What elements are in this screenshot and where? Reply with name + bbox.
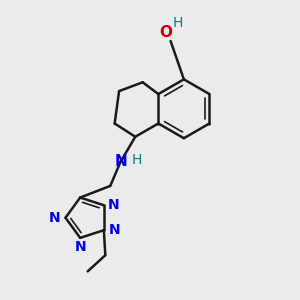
Text: N: N bbox=[74, 240, 86, 254]
Text: N: N bbox=[108, 223, 120, 237]
Text: N: N bbox=[108, 198, 119, 212]
Text: N: N bbox=[114, 154, 127, 169]
Text: H: H bbox=[132, 153, 142, 167]
Text: N: N bbox=[49, 211, 60, 225]
Text: O: O bbox=[159, 25, 172, 40]
Text: H: H bbox=[173, 16, 183, 30]
